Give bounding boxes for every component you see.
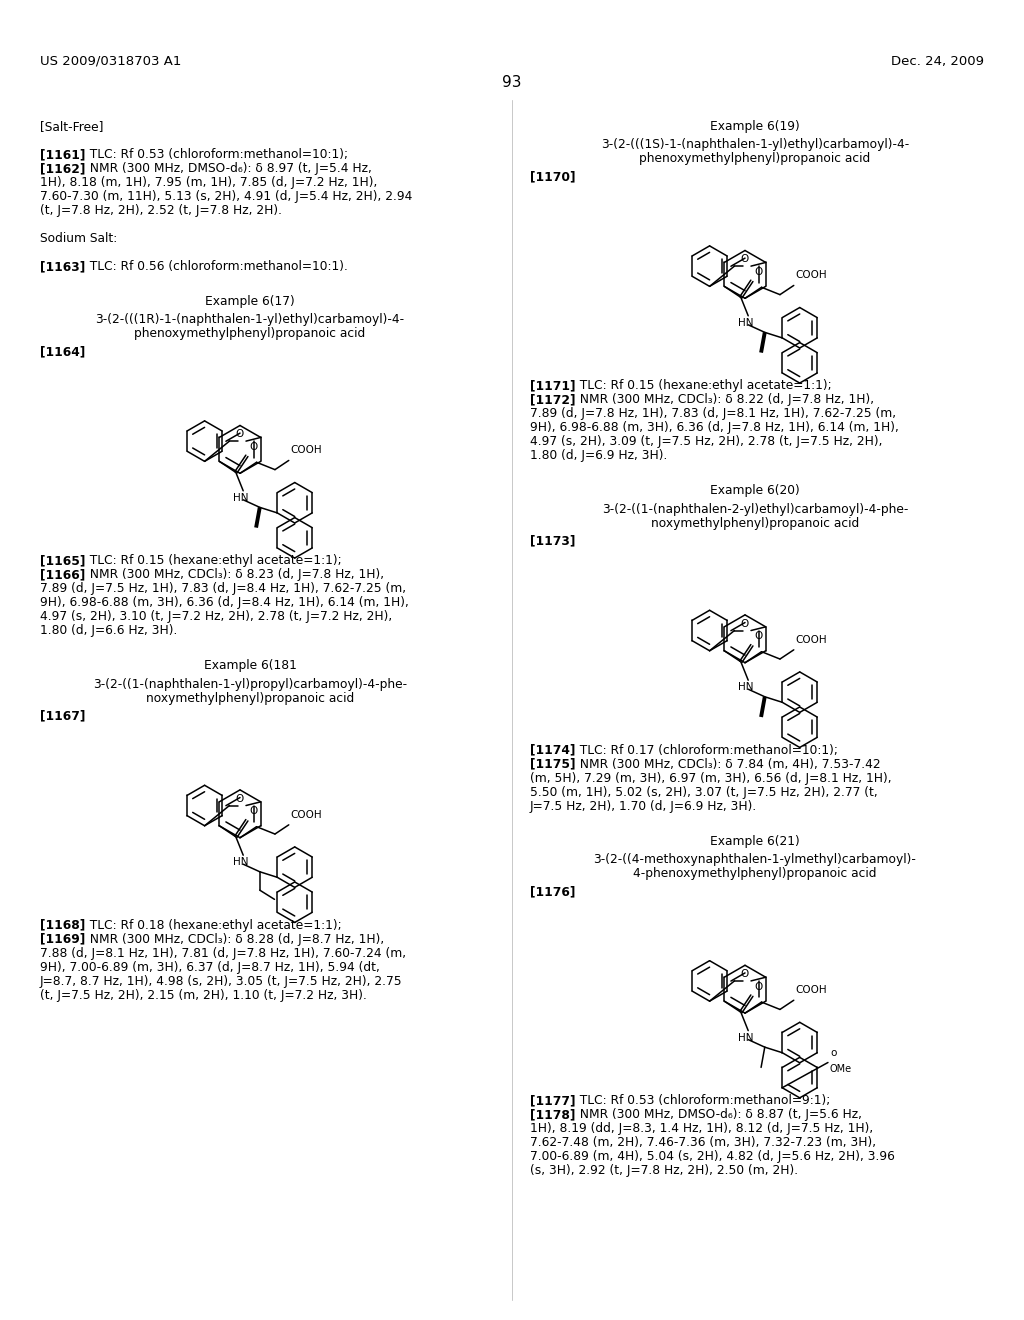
Text: 7.89 (d, J=7.5 Hz, 1H), 7.83 (d, J=8.4 Hz, 1H), 7.62-7.25 (m,: 7.89 (d, J=7.5 Hz, 1H), 7.83 (d, J=8.4 H… bbox=[40, 582, 407, 595]
Text: phenoxymethylphenyl)propanoic acid: phenoxymethylphenyl)propanoic acid bbox=[134, 327, 366, 341]
Text: [1175]: [1175] bbox=[530, 758, 575, 771]
Text: [1167]: [1167] bbox=[40, 710, 85, 723]
Text: [1172]: [1172] bbox=[530, 393, 575, 407]
Text: 7.88 (d, J=8.1 Hz, 1H), 7.81 (d, J=7.8 Hz, 1H), 7.60-7.24 (m,: 7.88 (d, J=8.1 Hz, 1H), 7.81 (d, J=7.8 H… bbox=[40, 946, 407, 960]
Text: [1174]: [1174] bbox=[530, 743, 575, 756]
Text: Example 6(181: Example 6(181 bbox=[204, 660, 296, 672]
Text: [1178]: [1178] bbox=[530, 1109, 575, 1121]
Text: [1171]: [1171] bbox=[530, 379, 575, 392]
Text: TLC: Rf 0.17 (chloroform:methanol=10:1);: TLC: Rf 0.17 (chloroform:methanol=10:1); bbox=[572, 743, 838, 756]
Text: OMe: OMe bbox=[830, 1064, 852, 1074]
Text: US 2009/0318703 A1: US 2009/0318703 A1 bbox=[40, 55, 181, 69]
Text: 4.97 (s, 2H), 3.09 (t, J=7.5 Hz, 2H), 2.78 (t, J=7.5 Hz, 2H),: 4.97 (s, 2H), 3.09 (t, J=7.5 Hz, 2H), 2.… bbox=[530, 436, 883, 449]
Text: Sodium Salt:: Sodium Salt: bbox=[40, 232, 118, 246]
Text: NMR (300 MHz, CDCl₃): δ 8.22 (d, J=7.8 Hz, 1H),: NMR (300 MHz, CDCl₃): δ 8.22 (d, J=7.8 H… bbox=[572, 393, 874, 407]
Text: [Salt-Free]: [Salt-Free] bbox=[40, 120, 103, 133]
Text: [1165]: [1165] bbox=[40, 554, 85, 568]
Text: 3-(2-((1-(naphthalen-2-yl)ethyl)carbamoyl)-4-phe-: 3-(2-((1-(naphthalen-2-yl)ethyl)carbamoy… bbox=[602, 503, 908, 516]
Text: 1H), 8.19 (dd, J=8.3, 1.4 Hz, 1H), 8.12 (d, J=7.5 Hz, 1H),: 1H), 8.19 (dd, J=8.3, 1.4 Hz, 1H), 8.12 … bbox=[530, 1122, 873, 1135]
Text: [1161]: [1161] bbox=[40, 148, 85, 161]
Text: 3-(2-(((1S)-1-(naphthalen-1-yl)ethyl)carbamoyl)-4-: 3-(2-(((1S)-1-(naphthalen-1-yl)ethyl)car… bbox=[601, 139, 909, 152]
Text: COOH: COOH bbox=[796, 635, 827, 645]
Text: J=7.5 Hz, 2H), 1.70 (d, J=6.9 Hz, 3H).: J=7.5 Hz, 2H), 1.70 (d, J=6.9 Hz, 3H). bbox=[530, 800, 758, 813]
Text: O: O bbox=[236, 793, 244, 804]
Text: 5.50 (m, 1H), 5.02 (s, 2H), 3.07 (t, J=7.5 Hz, 2H), 2.77 (t,: 5.50 (m, 1H), 5.02 (s, 2H), 3.07 (t, J=7… bbox=[530, 785, 878, 799]
Text: 7.62-7.48 (m, 2H), 7.46-7.36 (m, 3H), 7.32-7.23 (m, 3H),: 7.62-7.48 (m, 2H), 7.46-7.36 (m, 3H), 7.… bbox=[530, 1137, 877, 1150]
Text: (t, J=7.5 Hz, 2H), 2.15 (m, 2H), 1.10 (t, J=7.2 Hz, 3H).: (t, J=7.5 Hz, 2H), 2.15 (m, 2H), 1.10 (t… bbox=[40, 989, 367, 1002]
Text: [1162]: [1162] bbox=[40, 162, 85, 176]
Text: 1H), 8.18 (m, 1H), 7.95 (m, 1H), 7.85 (d, J=7.2 Hz, 1H),: 1H), 8.18 (m, 1H), 7.95 (m, 1H), 7.85 (d… bbox=[40, 176, 378, 189]
Text: (s, 3H), 2.92 (t, J=7.8 Hz, 2H), 2.50 (m, 2H).: (s, 3H), 2.92 (t, J=7.8 Hz, 2H), 2.50 (m… bbox=[530, 1164, 798, 1177]
Text: O: O bbox=[249, 807, 257, 816]
Text: COOH: COOH bbox=[796, 271, 827, 280]
Text: O: O bbox=[236, 429, 244, 440]
Text: HN: HN bbox=[233, 857, 249, 867]
Text: TLC: Rf 0.15 (hexane:ethyl acetate=1:1);: TLC: Rf 0.15 (hexane:ethyl acetate=1:1); bbox=[572, 379, 831, 392]
Text: phenoxymethylphenyl)propanoic acid: phenoxymethylphenyl)propanoic acid bbox=[639, 152, 870, 165]
Text: COOH: COOH bbox=[291, 810, 323, 820]
Text: 7.89 (d, J=7.8 Hz, 1H), 7.83 (d, J=8.1 Hz, 1H), 7.62-7.25 (m,: 7.89 (d, J=7.8 Hz, 1H), 7.83 (d, J=8.1 H… bbox=[530, 408, 896, 420]
Text: 9H), 6.98-6.88 (m, 3H), 6.36 (d, J=7.8 Hz, 1H), 6.14 (m, 1H),: 9H), 6.98-6.88 (m, 3H), 6.36 (d, J=7.8 H… bbox=[530, 421, 899, 434]
Text: TLC: Rf 0.53 (chloroform:methanol=9:1);: TLC: Rf 0.53 (chloroform:methanol=9:1); bbox=[572, 1094, 830, 1107]
Text: [1163]: [1163] bbox=[40, 260, 85, 273]
Text: 9H), 6.98-6.88 (m, 3H), 6.36 (d, J=8.4 Hz, 1H), 6.14 (m, 1H),: 9H), 6.98-6.88 (m, 3H), 6.36 (d, J=8.4 H… bbox=[40, 597, 409, 610]
Text: TLC: Rf 0.56 (chloroform:methanol=10:1).: TLC: Rf 0.56 (chloroform:methanol=10:1). bbox=[82, 260, 348, 273]
Text: Example 6(20): Example 6(20) bbox=[710, 484, 800, 498]
Text: 3-(2-(((1R)-1-(naphthalen-1-yl)ethyl)carbamoyl)-4-: 3-(2-(((1R)-1-(naphthalen-1-yl)ethyl)car… bbox=[95, 313, 404, 326]
Text: 7.60-7.30 (m, 11H), 5.13 (s, 2H), 4.91 (d, J=5.4 Hz, 2H), 2.94: 7.60-7.30 (m, 11H), 5.13 (s, 2H), 4.91 (… bbox=[40, 190, 413, 203]
Text: O: O bbox=[754, 982, 762, 991]
Text: noxymethylphenyl)propanoic acid: noxymethylphenyl)propanoic acid bbox=[145, 692, 354, 705]
Text: HN: HN bbox=[233, 492, 249, 503]
Text: [1169]: [1169] bbox=[40, 933, 85, 946]
Text: [1176]: [1176] bbox=[530, 886, 575, 898]
Text: O: O bbox=[740, 969, 749, 979]
Text: O: O bbox=[754, 267, 762, 277]
Text: O: O bbox=[740, 619, 749, 628]
Text: O: O bbox=[740, 255, 749, 264]
Text: NMR (300 MHz, DMSO-d₆): δ 8.87 (t, J=5.6 Hz,: NMR (300 MHz, DMSO-d₆): δ 8.87 (t, J=5.6… bbox=[572, 1109, 862, 1121]
Text: NMR (300 MHz, DMSO-d₆): δ 8.97 (t, J=5.4 Hz,: NMR (300 MHz, DMSO-d₆): δ 8.97 (t, J=5.4… bbox=[82, 162, 372, 176]
Text: NMR (300 MHz, CDCl₃): δ 8.23 (d, J=7.8 Hz, 1H),: NMR (300 MHz, CDCl₃): δ 8.23 (d, J=7.8 H… bbox=[82, 569, 384, 581]
Text: [1164]: [1164] bbox=[40, 346, 85, 359]
Text: J=8.7, 8.7 Hz, 1H), 4.98 (s, 2H), 3.05 (t, J=7.5 Hz, 2H), 2.75: J=8.7, 8.7 Hz, 1H), 4.98 (s, 2H), 3.05 (… bbox=[40, 974, 402, 987]
Text: 4.97 (s, 2H), 3.10 (t, J=7.2 Hz, 2H), 2.78 (t, J=7.2 Hz, 2H),: 4.97 (s, 2H), 3.10 (t, J=7.2 Hz, 2H), 2.… bbox=[40, 610, 392, 623]
Text: COOH: COOH bbox=[291, 445, 323, 455]
Text: Example 6(17): Example 6(17) bbox=[205, 294, 295, 308]
Text: 1.80 (d, J=6.6 Hz, 3H).: 1.80 (d, J=6.6 Hz, 3H). bbox=[40, 624, 177, 638]
Text: 3-(2-((4-methoxynaphthalen-1-ylmethyl)carbamoyl)-: 3-(2-((4-methoxynaphthalen-1-ylmethyl)ca… bbox=[594, 853, 916, 866]
Text: COOH: COOH bbox=[796, 985, 827, 995]
Text: TLC: Rf 0.53 (chloroform:methanol=10:1);: TLC: Rf 0.53 (chloroform:methanol=10:1); bbox=[82, 148, 348, 161]
Text: 9H), 7.00-6.89 (m, 3H), 6.37 (d, J=8.7 Hz, 1H), 5.94 (dt,: 9H), 7.00-6.89 (m, 3H), 6.37 (d, J=8.7 H… bbox=[40, 961, 380, 974]
Text: [1177]: [1177] bbox=[530, 1094, 575, 1107]
Text: Dec. 24, 2009: Dec. 24, 2009 bbox=[891, 55, 984, 69]
Text: 93: 93 bbox=[502, 75, 522, 90]
Text: NMR (300 MHz, CDCl₃): δ 8.28 (d, J=8.7 Hz, 1H),: NMR (300 MHz, CDCl₃): δ 8.28 (d, J=8.7 H… bbox=[82, 933, 384, 946]
Text: o: o bbox=[830, 1048, 837, 1059]
Text: [1168]: [1168] bbox=[40, 919, 85, 932]
Text: TLC: Rf 0.18 (hexane:ethyl acetate=1:1);: TLC: Rf 0.18 (hexane:ethyl acetate=1:1); bbox=[82, 919, 342, 932]
Text: noxymethylphenyl)propanoic acid: noxymethylphenyl)propanoic acid bbox=[651, 516, 859, 529]
Text: NMR (300 MHz, CDCl₃): δ 7.84 (m, 4H), 7.53-7.42: NMR (300 MHz, CDCl₃): δ 7.84 (m, 4H), 7.… bbox=[572, 758, 881, 771]
Text: [1170]: [1170] bbox=[530, 170, 575, 183]
Text: HN: HN bbox=[738, 1032, 754, 1043]
Text: 1.80 (d, J=6.9 Hz, 3H).: 1.80 (d, J=6.9 Hz, 3H). bbox=[530, 449, 668, 462]
Text: O: O bbox=[754, 631, 762, 642]
Text: [1173]: [1173] bbox=[530, 535, 575, 548]
Text: HN: HN bbox=[738, 318, 754, 327]
Text: HN: HN bbox=[738, 682, 754, 692]
Text: [1166]: [1166] bbox=[40, 569, 85, 581]
Text: TLC: Rf 0.15 (hexane:ethyl acetate=1:1);: TLC: Rf 0.15 (hexane:ethyl acetate=1:1); bbox=[82, 554, 342, 568]
Text: O: O bbox=[249, 442, 257, 451]
Text: 7.00-6.89 (m, 4H), 5.04 (s, 2H), 4.82 (d, J=5.6 Hz, 2H), 3.96: 7.00-6.89 (m, 4H), 5.04 (s, 2H), 4.82 (d… bbox=[530, 1150, 895, 1163]
Text: 4-phenoxymethylphenyl)propanoic acid: 4-phenoxymethylphenyl)propanoic acid bbox=[633, 867, 877, 880]
Text: Example 6(21): Example 6(21) bbox=[710, 834, 800, 847]
Text: (m, 5H), 7.29 (m, 3H), 6.97 (m, 3H), 6.56 (d, J=8.1 Hz, 1H),: (m, 5H), 7.29 (m, 3H), 6.97 (m, 3H), 6.5… bbox=[530, 772, 892, 785]
Text: (t, J=7.8 Hz, 2H), 2.52 (t, J=7.8 Hz, 2H).: (t, J=7.8 Hz, 2H), 2.52 (t, J=7.8 Hz, 2H… bbox=[40, 205, 282, 216]
Text: 3-(2-((1-(naphthalen-1-yl)propyl)carbamoyl)-4-phe-: 3-(2-((1-(naphthalen-1-yl)propyl)carbamo… bbox=[93, 677, 408, 690]
Text: Example 6(19): Example 6(19) bbox=[710, 120, 800, 133]
